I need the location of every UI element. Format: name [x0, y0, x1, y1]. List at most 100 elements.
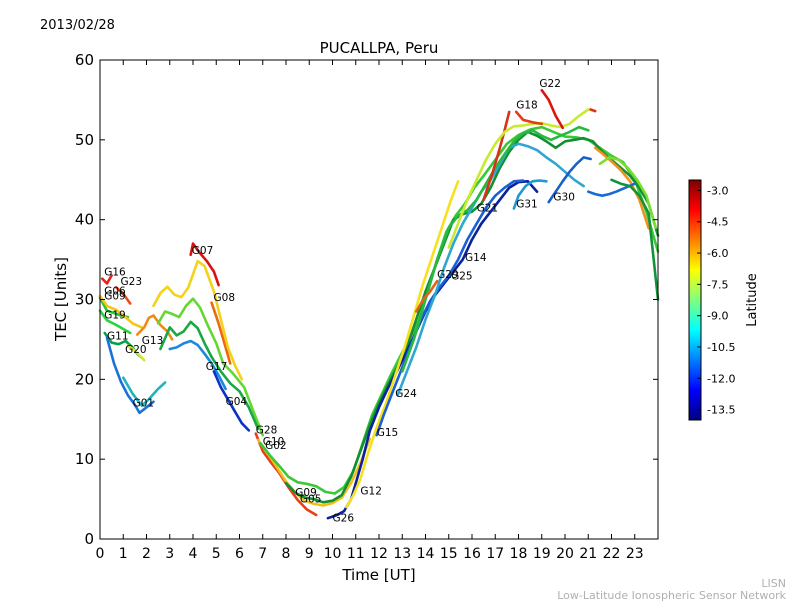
x-tick-label: 8 [282, 546, 291, 562]
prn-label: G28 [256, 425, 277, 437]
x-tick-label: 4 [189, 546, 198, 562]
prn-label: G09 [104, 291, 126, 303]
x-tick-label: 14 [417, 546, 435, 562]
prn-label: G08 [214, 292, 236, 304]
tec-trace-15 [168, 339, 227, 391]
tec-trace-4 [98, 309, 132, 335]
x-tick-label: 1 [119, 546, 128, 562]
prn-label: G29 [437, 269, 459, 281]
prn-label: G05 [300, 493, 322, 505]
colorbar-tick-label: -10.5 [707, 341, 735, 354]
prn-label: G01 [133, 398, 155, 410]
x-tick-label: 23 [626, 546, 644, 562]
prn-label: G25 [451, 271, 473, 283]
tec-trace-26 [414, 279, 439, 313]
tec-trace-10 [189, 242, 220, 287]
tec-trace-21 [326, 180, 539, 520]
prn-label: G06 [104, 286, 126, 298]
tec-trace-18 [256, 437, 371, 507]
satellite-label-layer: G16G06G09G23G19G11G20G13G01G07G08G17G04G… [104, 78, 575, 524]
x-tick-label: 10 [324, 546, 342, 562]
prn-label: G16 [104, 267, 126, 279]
x-tick-label: 2 [142, 546, 151, 562]
y-tick-label: 50 [75, 131, 94, 149]
plot-frame [99, 59, 659, 540]
colorbar-tick-label: -9.0 [707, 310, 728, 323]
credit-line-1: LISN [761, 577, 786, 590]
prn-label: G22 [539, 78, 561, 90]
credit-line-2: Low-Latitude Ionospheric Sensor Network [557, 589, 786, 602]
tec-trace-25 [401, 125, 590, 373]
tec-trace-8 [105, 336, 155, 415]
chart-title: PUCALLPA, Peru [320, 39, 439, 57]
tec-trace-33 [589, 108, 597, 113]
prn-label: G19 [104, 310, 126, 322]
tec-trace-34 [593, 146, 650, 230]
y-tick-label: 20 [75, 370, 94, 388]
tec-trace-31 [512, 179, 548, 210]
prn-label: G13 [142, 335, 164, 347]
prn-label: G24 [395, 388, 417, 400]
tec-trace-36 [598, 156, 657, 229]
tec-trace-16 [212, 370, 251, 432]
x-tick-label: 13 [393, 546, 411, 562]
date-label: 2013/02/28 [40, 18, 115, 33]
tec-trace-11 [210, 301, 232, 365]
prn-label: G23 [121, 276, 143, 288]
prn-label: G18 [516, 100, 538, 112]
tec-trace-22 [345, 180, 460, 509]
x-tick-label: 9 [305, 546, 314, 562]
tec-trace-12 [152, 259, 244, 381]
colorbar-gradient [688, 179, 702, 421]
tec-trace-3 [115, 286, 132, 305]
prn-label: G14 [465, 252, 487, 264]
prn-label: G21 [477, 203, 499, 215]
prn-label: G07 [192, 245, 214, 257]
x-tick-label: 6 [235, 546, 244, 562]
y-tick-label: 60 [75, 51, 94, 69]
colorbar-tick-label: -6.0 [707, 247, 728, 260]
prn-label: G17 [206, 361, 228, 373]
prn-label: G20 [125, 344, 147, 356]
x-tick-label: 7 [258, 546, 267, 562]
tec-trace-30 [540, 89, 564, 130]
tec-trace-35 [587, 182, 637, 197]
prn-label: G31 [516, 199, 538, 211]
colorbar-tick-label: -13.5 [707, 404, 735, 417]
y-tick-label: 30 [75, 291, 94, 309]
colorbar: -3.0 -4.5 -6.0 -7.5 -9.0 -10.5 -12.0 -13.5 [688, 179, 735, 421]
prn-label: G04 [226, 396, 248, 408]
colorbar-tick-label: -4.5 [707, 216, 728, 229]
prn-label: G12 [360, 485, 382, 497]
x-tick-label: 20 [556, 546, 574, 562]
tec-trace-28 [447, 108, 590, 249]
prn-label: G02 [265, 440, 287, 452]
tec-trace-9 [122, 376, 167, 407]
tec-trace-6 [126, 344, 146, 362]
x-tick-label: 17 [486, 546, 504, 562]
tec-trace-23 [375, 179, 525, 437]
tec-trace-37 [610, 178, 660, 301]
tec-trace-32 [547, 156, 592, 204]
colorbar-tick-label: -12.0 [707, 372, 735, 385]
x-axis-label: Time [UT] [341, 566, 415, 584]
x-tick-label: 11 [347, 546, 365, 562]
axes-layer: 0 1 2 3 4 5 6 7 8 9 10 11 12 13 14 15 16 17 18 19 20 21 22 2301… [75, 51, 659, 562]
tec-trace-14 [159, 320, 260, 431]
x-tick-label: 19 [533, 546, 551, 562]
x-tick-label: 3 [165, 546, 174, 562]
series-layer [98, 89, 660, 520]
tec-trace-27 [482, 110, 511, 201]
prn-label: G09 [295, 487, 317, 499]
colorbar-tick-label: -3.0 [707, 184, 728, 197]
tec-trace-13 [156, 297, 265, 437]
x-tick-label: 12 [370, 546, 388, 562]
tec-trace-20 [284, 130, 660, 504]
x-tick-label: 5 [212, 546, 221, 562]
x-tick-label: 0 [96, 546, 105, 562]
prn-label: G26 [333, 512, 355, 524]
colorbar-tick-label: -7.5 [707, 278, 728, 291]
tec-trace-2 [98, 295, 144, 329]
prn-label: G15 [377, 427, 399, 439]
